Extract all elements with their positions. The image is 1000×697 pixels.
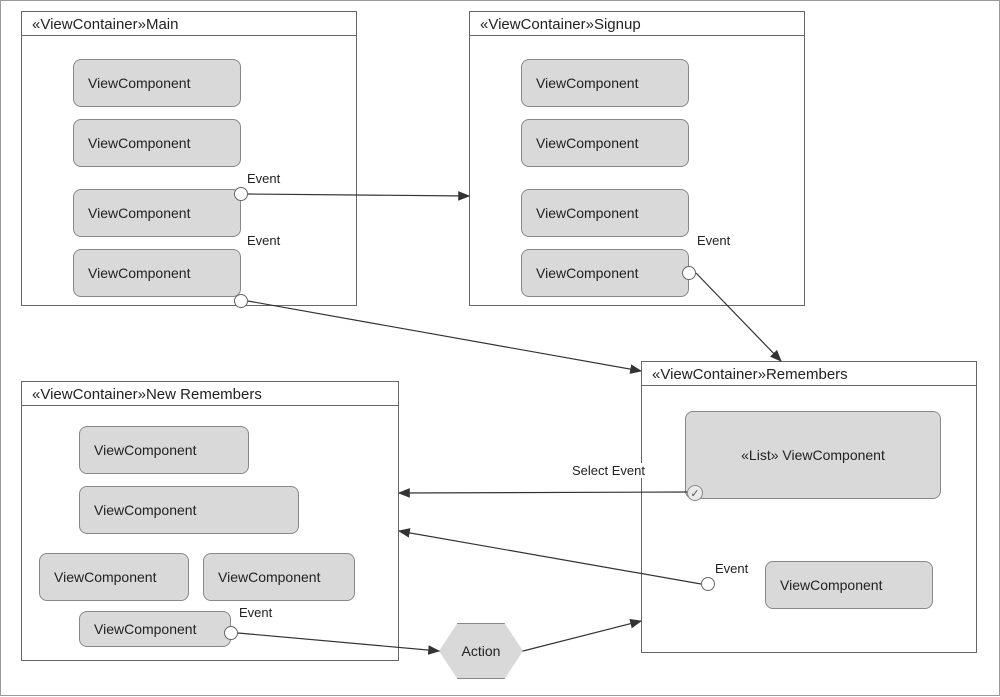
container-remembers: «ViewContainer»Remembers bbox=[641, 361, 977, 653]
signup-component-3: ViewComponent bbox=[521, 189, 689, 237]
container-divider bbox=[22, 405, 398, 406]
newrem-component-3: ViewComponent bbox=[39, 553, 189, 601]
event-label: Event bbox=[237, 605, 274, 620]
remembers-list-component: «List» ViewComponent bbox=[685, 411, 941, 499]
event-circle bbox=[682, 266, 696, 280]
main-component-4: ViewComponent bbox=[73, 249, 241, 297]
signup-component-2: ViewComponent bbox=[521, 119, 689, 167]
event-circle bbox=[224, 626, 238, 640]
newrem-component-4: ViewComponent bbox=[203, 553, 355, 601]
select-event-icon: ✓ bbox=[687, 485, 703, 501]
main-component-2: ViewComponent bbox=[73, 119, 241, 167]
newrem-component-2: ViewComponent bbox=[79, 486, 299, 534]
event-label: Event bbox=[245, 233, 282, 248]
event-circle bbox=[701, 577, 715, 591]
event-label: Event bbox=[713, 561, 750, 576]
remembers-component-2: ViewComponent bbox=[765, 561, 933, 609]
select-event-label: Select Event bbox=[570, 463, 647, 478]
event-label: Event bbox=[245, 171, 282, 186]
signup-component-1: ViewComponent bbox=[521, 59, 689, 107]
action-node: Action bbox=[439, 623, 523, 679]
main-component-3: ViewComponent bbox=[73, 189, 241, 237]
newrem-component-1: ViewComponent bbox=[79, 426, 249, 474]
container-signup-title: «ViewContainer»Signup bbox=[470, 12, 804, 35]
container-remembers-title: «ViewContainer»Remembers bbox=[642, 362, 976, 385]
container-divider bbox=[470, 35, 804, 36]
main-component-1: ViewComponent bbox=[73, 59, 241, 107]
newrem-component-5: ViewComponent bbox=[79, 611, 231, 647]
event-label: Event bbox=[695, 233, 732, 248]
container-main-title: «ViewContainer»Main bbox=[22, 12, 356, 35]
container-divider bbox=[642, 385, 976, 386]
event-circle bbox=[234, 187, 248, 201]
signup-component-4: ViewComponent bbox=[521, 249, 689, 297]
container-new-remembers-title: «ViewContainer»New Remembers bbox=[22, 382, 398, 405]
diagram-canvas: «ViewContainer»Main ViewComponent ViewCo… bbox=[0, 0, 1000, 696]
container-divider bbox=[22, 35, 356, 36]
event-circle bbox=[234, 294, 248, 308]
